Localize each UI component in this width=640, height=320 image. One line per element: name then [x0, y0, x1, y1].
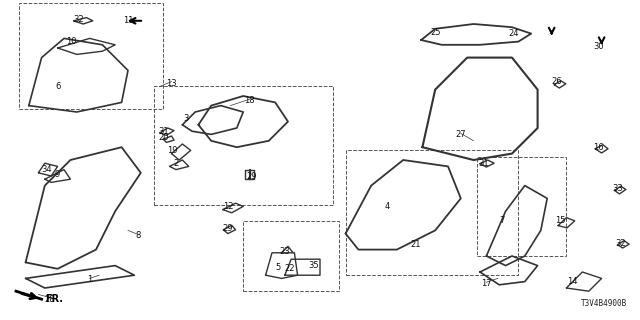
Text: 32: 32	[74, 15, 84, 24]
Text: 33: 33	[612, 184, 623, 193]
Text: 27: 27	[456, 130, 466, 139]
Text: 18: 18	[244, 96, 255, 105]
Text: 4: 4	[385, 202, 390, 211]
Text: 26: 26	[552, 77, 562, 86]
Text: T3V4B4900B: T3V4B4900B	[581, 299, 627, 308]
Bar	[477, 157, 566, 256]
Text: 29: 29	[246, 172, 257, 180]
Text: 29: 29	[223, 224, 233, 233]
Text: 10: 10	[67, 37, 77, 46]
Text: 20: 20	[158, 133, 168, 142]
Text: 22: 22	[285, 264, 295, 273]
Text: 8: 8	[135, 231, 140, 240]
Text: 12: 12	[223, 202, 234, 211]
Text: 7: 7	[500, 216, 505, 225]
Text: 25: 25	[430, 28, 440, 36]
Text: 35: 35	[308, 261, 319, 270]
Text: 31: 31	[478, 159, 488, 168]
Text: 13: 13	[166, 79, 177, 88]
Text: 34: 34	[42, 165, 52, 174]
Text: 30: 30	[593, 42, 604, 51]
Text: 31: 31	[158, 127, 168, 136]
Text: 17: 17	[481, 279, 492, 288]
Text: FR.: FR.	[45, 294, 63, 304]
Bar	[346, 150, 518, 275]
Text: 9: 9	[55, 170, 60, 179]
Text: 15: 15	[555, 216, 565, 225]
Text: 28: 28	[45, 295, 55, 304]
Text: 5: 5	[276, 263, 281, 272]
Text: 24: 24	[509, 29, 519, 38]
Text: 3: 3	[183, 114, 188, 123]
Text: 16: 16	[593, 143, 604, 152]
Text: 32: 32	[616, 239, 626, 248]
Text: 14: 14	[568, 277, 578, 286]
Text: 19: 19	[168, 146, 178, 155]
Text: 1: 1	[87, 276, 92, 284]
Bar	[243, 221, 339, 291]
Text: 11: 11	[123, 16, 133, 25]
Bar	[154, 86, 333, 205]
Bar	[19, 3, 163, 109]
Text: 2: 2	[173, 159, 179, 168]
Text: 6: 6	[55, 82, 60, 91]
Text: 23: 23	[280, 247, 290, 256]
Text: 21: 21	[411, 240, 421, 249]
